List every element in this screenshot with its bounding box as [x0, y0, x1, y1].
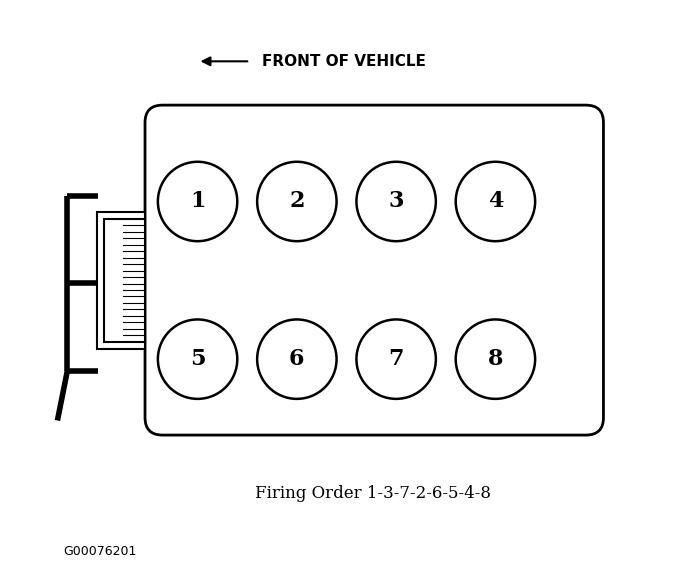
Circle shape: [456, 319, 535, 399]
Text: 2: 2: [289, 190, 305, 213]
Bar: [97, 212, 145, 349]
Text: 5: 5: [190, 348, 205, 370]
Bar: [104, 219, 145, 342]
Text: 1: 1: [190, 190, 205, 213]
Text: 8: 8: [488, 348, 503, 370]
Circle shape: [158, 162, 237, 241]
Circle shape: [356, 319, 436, 399]
Text: G00076201: G00076201: [63, 545, 137, 558]
Circle shape: [257, 319, 337, 399]
Circle shape: [456, 162, 535, 241]
Text: Firing Order 1-3-7-2-6-5-4-8: Firing Order 1-3-7-2-6-5-4-8: [255, 485, 491, 502]
Text: 6: 6: [289, 348, 305, 370]
Text: 3: 3: [389, 190, 404, 213]
Circle shape: [356, 162, 436, 241]
Text: FRONT OF VEHICLE: FRONT OF VEHICLE: [262, 54, 426, 69]
Circle shape: [158, 319, 237, 399]
FancyBboxPatch shape: [145, 105, 604, 435]
Circle shape: [257, 162, 337, 241]
Text: 7: 7: [388, 348, 404, 370]
Text: 4: 4: [488, 190, 503, 213]
